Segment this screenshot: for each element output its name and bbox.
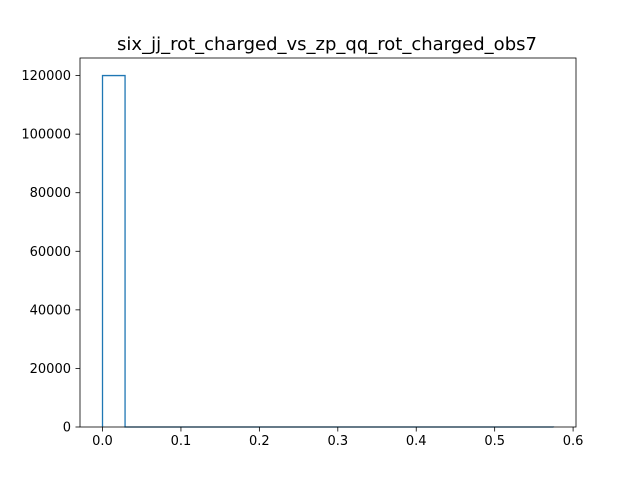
chart-title: six_jj_rot_charged_vs_zp_qq_rot_charged_… [117, 34, 537, 55]
x-tick-label: 0.1 [171, 434, 192, 449]
x-tick-label: 0.5 [484, 434, 505, 449]
y-tick-label: 60000 [30, 245, 71, 260]
y-tick-label: 80000 [30, 186, 71, 201]
x-tick-label: 0.0 [92, 434, 113, 449]
x-tick-label: 0.4 [406, 434, 427, 449]
y-tick-label: 40000 [30, 303, 71, 318]
x-tick-label: 0.2 [249, 434, 270, 449]
y-tick-label: 100000 [21, 128, 71, 143]
y-tick-label: 0 [63, 421, 71, 436]
x-tick-label: 0.3 [327, 434, 348, 449]
x-tick-label: 0.6 [563, 434, 584, 449]
y-tick-label: 20000 [30, 362, 71, 377]
y-tick-label: 120000 [21, 69, 71, 84]
